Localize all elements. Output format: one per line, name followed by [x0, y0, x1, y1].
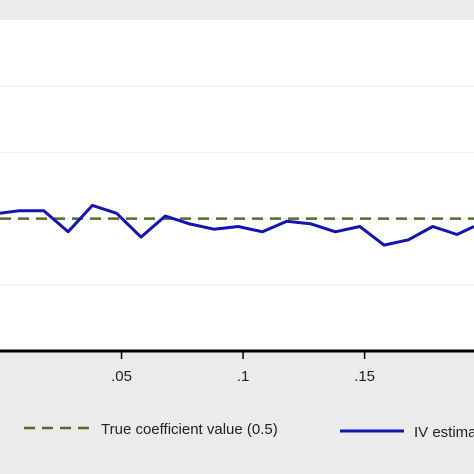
- x-tick-label-0: .05: [111, 368, 132, 385]
- legend: True coefficient value (0.5) IV estima: [24, 421, 474, 441]
- x-tick-label-2: .15: [354, 368, 375, 385]
- legend-label-iv-estimate: IV estima: [414, 424, 474, 441]
- x-axis-ticks: .05 .1 .15: [111, 352, 375, 385]
- x-tick-label-1: .1: [237, 368, 250, 385]
- plot-area: [0, 20, 474, 352]
- series-layer: [0, 203, 474, 247]
- series-line-iv-estimate: [0, 203, 474, 247]
- legend-label-true-coefficient: True coefficient value (0.5): [101, 421, 278, 438]
